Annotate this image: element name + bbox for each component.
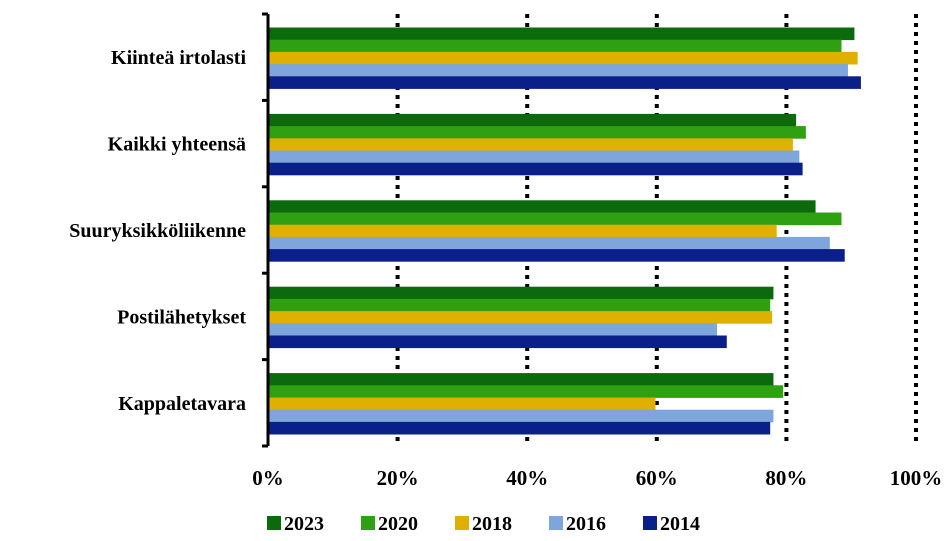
bar-2020-2 — [268, 126, 806, 139]
category-label: Kaikki yhteensä — [108, 134, 246, 156]
bar-2020-1 — [268, 39, 842, 53]
bar-2016-5 — [268, 409, 774, 423]
bar-2023-2 — [268, 113, 797, 127]
legend-swatch-2023 — [267, 516, 281, 530]
x-tick-label: 80% — [765, 466, 807, 490]
bar-2018-5 — [268, 397, 656, 411]
category-label: Kiinteä irtolasti — [111, 47, 246, 69]
bar-2016-3 — [268, 236, 830, 250]
bar-2016-2 — [268, 150, 800, 164]
bar-2023-4 — [268, 286, 774, 300]
bar-2014-5 — [268, 421, 771, 435]
bar-2018-3 — [268, 224, 777, 238]
category-label: Suuryksikköliikenne — [69, 220, 246, 242]
legend-label-2018: 2018 — [472, 513, 512, 535]
legend-label-2014: 2014 — [660, 513, 700, 535]
x-tick-label: 0% — [252, 466, 284, 490]
legend-label-2016: 2016 — [566, 513, 606, 535]
category-axis — [262, 12, 270, 448]
bar-2023-5 — [268, 373, 774, 386]
bar-2014-1 — [268, 76, 861, 89]
legend-label-2020: 2020 — [378, 513, 418, 535]
bar-2018-4 — [268, 311, 773, 324]
legend-swatch-2020 — [361, 516, 375, 530]
x-tick-label: 60% — [636, 466, 678, 490]
bar-2020-5 — [268, 385, 784, 398]
bar-2023-1 — [268, 27, 855, 41]
bar-2020-4 — [268, 298, 771, 312]
legend: 2023 2020 2018 2016 2014 — [267, 513, 700, 535]
bar-2020-3 — [268, 212, 842, 226]
bar-2014-3 — [268, 249, 845, 262]
category-labels: Kiinteä irtolasti Kaikki yhteensä Suuryksi… — [69, 47, 246, 415]
legend-label-2023: 2023 — [284, 513, 324, 535]
bar-2016-4 — [268, 323, 718, 336]
x-tick-label: 100% — [890, 466, 943, 490]
bar-2016-1 — [268, 64, 848, 77]
legend-swatch-2014 — [643, 516, 657, 530]
bar-2018-1 — [268, 51, 858, 65]
bar-2014-2 — [268, 162, 803, 176]
x-tick-label: 40% — [506, 466, 548, 490]
category-label: Kappaletavara — [118, 393, 246, 415]
category-label: Postilähetykset — [117, 306, 246, 328]
x-tick-label: 20% — [377, 466, 419, 490]
bar-2023-3 — [268, 200, 816, 213]
bar-2018-2 — [268, 138, 793, 151]
x-tick-labels: 0% 20% 40% 60% 80% 100% — [252, 466, 942, 490]
bars — [268, 27, 861, 435]
legend-swatch-2016 — [549, 516, 563, 530]
bar-2014-4 — [268, 335, 727, 349]
legend-swatch-2018 — [455, 516, 469, 530]
